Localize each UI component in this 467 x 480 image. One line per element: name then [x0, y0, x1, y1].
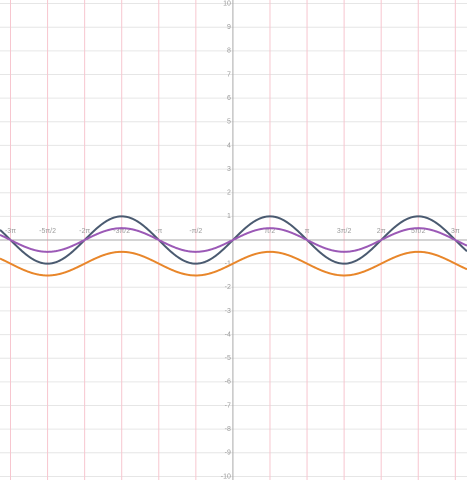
y-tick-label: 7 — [227, 71, 231, 78]
y-tick-label: 3 — [227, 166, 231, 173]
curve — [0, 250, 467, 277]
y-tick-label: -3 — [225, 308, 231, 315]
y-tick-label: -1 — [225, 260, 231, 267]
y-tick-label: -5 — [225, 355, 231, 362]
y-tick-label: 5 — [227, 119, 231, 126]
y-tick-label: 1 — [227, 213, 231, 220]
y-tick-label: 8 — [227, 48, 231, 55]
x-tick-label: π/2 — [265, 228, 276, 235]
x-tick-label: 3π — [451, 228, 460, 235]
y-tick-label: -7 — [225, 402, 231, 409]
y-tick-label: 9 — [227, 24, 231, 31]
y-tick-label: -9 — [225, 450, 231, 457]
y-tick-label: -4 — [225, 331, 231, 338]
x-tick-label: -π — [155, 228, 162, 235]
curve — [0, 227, 467, 253]
x-tick-label: 2π — [377, 228, 386, 235]
x-tick-label: 3π/2 — [337, 228, 352, 235]
y-tick-label: 10 — [223, 0, 231, 7]
y-tick-label: -8 — [225, 426, 231, 433]
x-tick-label: -3π/2 — [113, 228, 130, 235]
x-tick-label: π — [305, 228, 310, 235]
x-tick-label: -π/2 — [189, 228, 202, 235]
y-tick-label: 6 — [227, 95, 231, 102]
y-tick-label: 4 — [227, 142, 231, 149]
y-tick-label: 2 — [227, 190, 231, 197]
x-tick-label: -2π — [79, 228, 90, 235]
y-tick-label: -6 — [225, 379, 231, 386]
x-tick-label: 5π/2 — [411, 228, 426, 235]
x-tick-label: -5π/2 — [39, 228, 56, 235]
y-tick-label: -2 — [225, 284, 231, 291]
x-tick-label: -3π — [5, 228, 16, 235]
y-tick-label: -10 — [221, 473, 231, 480]
